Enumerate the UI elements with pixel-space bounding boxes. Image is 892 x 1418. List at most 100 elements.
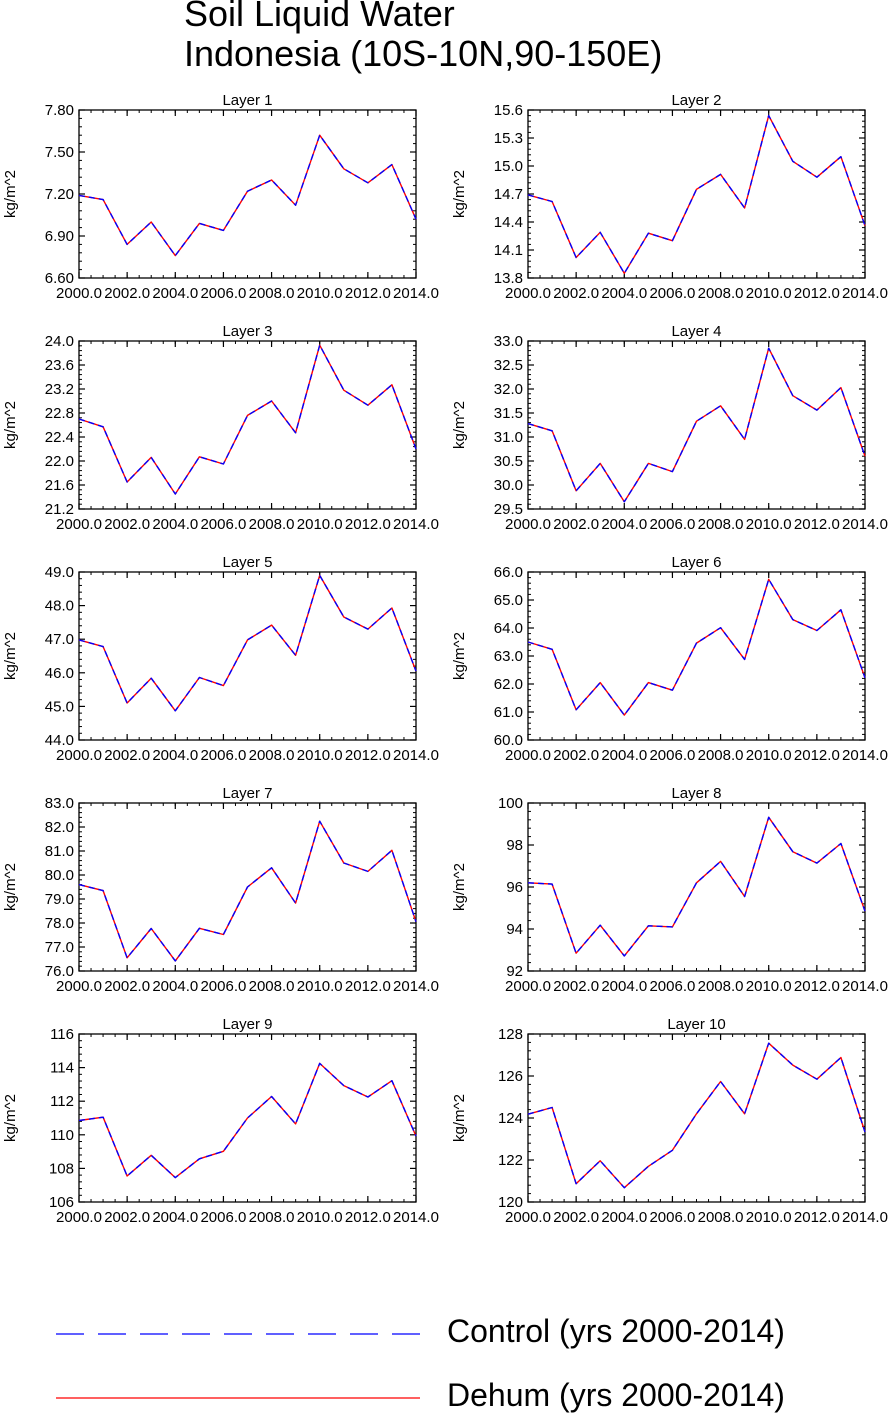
panel-title: Layer 9 [222, 1016, 272, 1033]
y-tick-label: 112 [50, 1093, 74, 1110]
x-tick-label: 2010.0 [746, 285, 792, 302]
y-tick-label: 96 [506, 879, 523, 896]
x-tick-label: 2010.0 [297, 1209, 343, 1226]
figure-title: Soil Liquid Water [184, 0, 455, 34]
x-tick-label: 2012.0 [794, 516, 840, 533]
y-tick-label: 126 [498, 1068, 523, 1085]
y-axis-label: kg/m^2 [451, 170, 468, 218]
y-tick-label: 31.5 [494, 405, 523, 422]
x-tick-label: 2006.0 [649, 747, 695, 764]
x-tick-label: 2000.0 [56, 978, 102, 995]
plot-frame [78, 340, 417, 510]
x-tick-label: 2002.0 [104, 747, 150, 764]
series-line-dehum [78, 134, 417, 257]
panel-layer-6: Layer 6 kg/m^2 60.0 61.0 62.0 63.0 64.0 65.0 66.… [451, 554, 888, 764]
y-tick-label: 14.4 [494, 214, 523, 231]
y-tick-label: 14.1 [494, 242, 523, 259]
x-tick-label: 2014.0 [842, 285, 888, 302]
x-tick-label: 2002.0 [104, 978, 150, 995]
series-line-dehum [78, 1062, 417, 1179]
x-tick-label: 2000.0 [56, 285, 102, 302]
y-tick-label: 81.0 [45, 843, 74, 860]
y-tick-label: 61.0 [494, 704, 523, 721]
y-tick-label: 100 [498, 795, 523, 812]
plot-frame [527, 340, 866, 510]
y-axis-label: kg/m^2 [2, 401, 19, 449]
y-tick-label: 31.0 [494, 429, 523, 446]
panel-title: Layer 3 [222, 323, 272, 340]
series-line-dehum [527, 347, 866, 503]
x-tick-label: 2000.0 [505, 978, 551, 995]
y-tick-label: 14.7 [494, 186, 523, 203]
y-tick-label: 76.0 [45, 963, 74, 980]
x-tick-label: 2006.0 [649, 516, 695, 533]
x-tick-label: 2012.0 [345, 1209, 391, 1226]
x-tick-label: 2002.0 [104, 1209, 150, 1226]
x-tick-label: 2002.0 [553, 747, 599, 764]
x-tick-label: 2000.0 [505, 1209, 551, 1226]
x-tick-label: 2010.0 [297, 285, 343, 302]
x-tick-label: 2008.0 [249, 516, 295, 533]
x-tick-label: 2008.0 [698, 1209, 744, 1226]
panel-title: Layer 2 [671, 92, 721, 109]
x-tick-label: 2006.0 [200, 747, 246, 764]
x-tick-label: 2014.0 [393, 978, 439, 995]
y-tick-label: 45.0 [45, 698, 74, 715]
x-tick-label: 2014.0 [393, 1209, 439, 1226]
x-tick-label: 2006.0 [200, 285, 246, 302]
y-tick-label: 83.0 [45, 795, 74, 812]
x-tick-label: 2004.0 [152, 1209, 198, 1226]
panel-title: Layer 8 [671, 785, 721, 802]
x-tick-label: 2008.0 [249, 1209, 295, 1226]
figure-subtitle: Indonesia (10S-10N,90-150E) [184, 33, 663, 74]
y-tick-label: 7.80 [45, 102, 74, 119]
y-tick-label: 15.0 [494, 158, 523, 175]
y-tick-label: 22.4 [45, 429, 74, 446]
x-tick-label: 2004.0 [601, 1209, 647, 1226]
series-line-control [78, 134, 417, 257]
x-tick-label: 2004.0 [601, 285, 647, 302]
y-tick-label: 21.6 [45, 477, 74, 494]
x-tick-label: 2004.0 [152, 285, 198, 302]
x-tick-label: 2010.0 [297, 978, 343, 995]
x-tick-label: 2010.0 [746, 747, 792, 764]
y-axis-label: kg/m^2 [2, 863, 19, 911]
x-tick-label: 2002.0 [553, 978, 599, 995]
x-tick-label: 2014.0 [393, 285, 439, 302]
y-tick-label: 13.8 [494, 270, 523, 287]
y-tick-label: 108 [49, 1160, 74, 1177]
x-tick-label: 2002.0 [104, 285, 150, 302]
y-tick-label: 82.0 [45, 819, 74, 836]
x-tick-label: 2012.0 [345, 516, 391, 533]
y-tick-label: 49.0 [45, 564, 74, 581]
panel-title: Layer 7 [222, 785, 272, 802]
y-axis-label: kg/m^2 [451, 632, 468, 680]
y-tick-label: 114 [50, 1060, 74, 1077]
series-line-dehum [78, 574, 417, 712]
y-tick-label: 62.0 [494, 676, 523, 693]
y-tick-label: 110 [50, 1127, 74, 1144]
y-tick-label: 47.0 [45, 631, 74, 648]
x-tick-label: 2002.0 [104, 516, 150, 533]
x-tick-label: 2002.0 [553, 285, 599, 302]
y-tick-label: 78.0 [45, 915, 74, 932]
series-line-control [78, 574, 417, 712]
plot-frame [527, 571, 866, 741]
y-tick-label: 7.20 [45, 186, 74, 203]
y-axis-label: kg/m^2 [451, 401, 468, 449]
y-axis-label: kg/m^2 [2, 632, 19, 680]
plot-frame [78, 109, 417, 279]
x-tick-label: 2004.0 [152, 747, 198, 764]
x-tick-label: 2008.0 [698, 516, 744, 533]
y-tick-label: 23.2 [45, 381, 74, 398]
y-tick-label: 48.0 [45, 598, 74, 615]
y-tick-label: 6.90 [45, 228, 74, 245]
x-tick-label: 2010.0 [746, 516, 792, 533]
panel-layer-3: Layer 3 kg/m^2 21.2 21.6 22.0 22.4 22.8 23.2 23.… [2, 323, 439, 533]
y-tick-label: 22.0 [45, 453, 74, 470]
x-tick-label: 2012.0 [794, 285, 840, 302]
plot-frame [527, 1033, 866, 1203]
y-tick-label: 7.50 [45, 144, 74, 161]
x-tick-label: 2014.0 [393, 747, 439, 764]
